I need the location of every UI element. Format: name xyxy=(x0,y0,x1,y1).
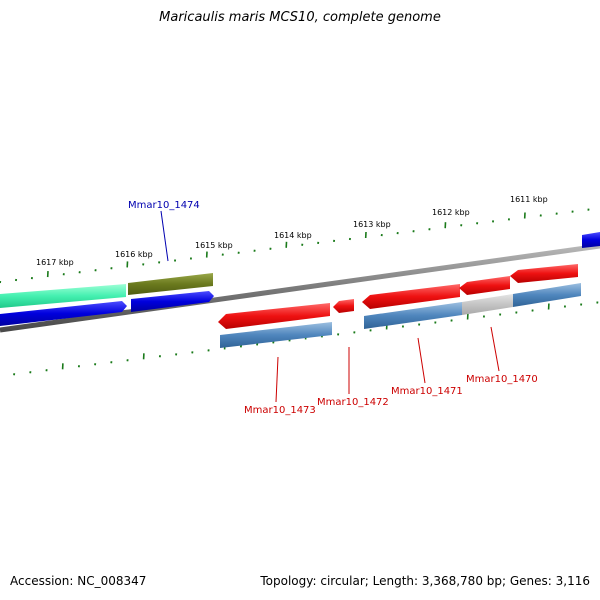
gene-cog-bar-mmar10-1471[interactable] xyxy=(364,302,462,329)
gene-cog-bar-mmar10-1470[interactable] xyxy=(462,294,513,315)
gene-cog-bar-mmar10-1473[interactable] xyxy=(220,322,332,348)
gene-arrow-mmar10-1473[interactable] xyxy=(218,303,330,329)
inner-tick-ring xyxy=(13,301,599,376)
map-title: Maricaulis maris MCS10, complete genome xyxy=(159,10,441,25)
gene-labels: Mmar10_1474 Mmar10_1473 Mmar10_1472 Mmar… xyxy=(128,200,538,416)
leader-mmar10-1471 xyxy=(417,337,426,384)
tick-label-1617: 1617 kbp xyxy=(36,258,74,267)
gene-arrow-right[interactable] xyxy=(510,264,578,283)
gene-arrow-mmar10-1471[interactable] xyxy=(362,284,460,309)
genome-backbone xyxy=(0,243,600,333)
genome-summary-text: Topology: circular; Length: 3,368,780 bp… xyxy=(260,574,590,588)
gene-cog-bar[interactable] xyxy=(0,284,126,308)
tick-label-1615: 1615 kbp xyxy=(195,241,233,250)
gene-label-leaders xyxy=(160,210,500,403)
tick-label-1614: 1614 kbp xyxy=(274,231,312,240)
tick-label-1616: 1616 kbp xyxy=(115,250,153,259)
forward-strand-genes xyxy=(0,232,600,326)
gene-arrow-mmar10-1470[interactable] xyxy=(459,276,510,295)
gene-arrow-mmar10-1472[interactable] xyxy=(333,299,354,313)
leader-mmar10-1470 xyxy=(490,326,500,372)
gene-label-mmar10-1472[interactable]: Mmar10_1472 xyxy=(317,397,389,408)
accession-text: Accession: NC_008347 xyxy=(10,574,147,588)
outer-tick-ring xyxy=(0,208,590,284)
leader-mmar10-1474 xyxy=(160,210,169,262)
gene-arrow[interactable] xyxy=(0,301,127,326)
reverse-strand-genes xyxy=(218,264,581,348)
gene-label-mmar10-1471[interactable]: Mmar10_1471 xyxy=(391,386,463,397)
gene-arrow-mmar10-1474[interactable] xyxy=(131,291,214,312)
gene-cog-bar-right[interactable] xyxy=(513,283,581,307)
gene-cog-bar-mmar10-1474[interactable] xyxy=(128,273,213,295)
tick-labels: 1617 kbp 1616 kbp 1615 kbp 1614 kbp 1613… xyxy=(36,195,548,267)
gene-arrow-edge[interactable] xyxy=(582,232,600,248)
gene-label-mmar10-1474[interactable]: Mmar10_1474 xyxy=(128,200,200,211)
gene-label-mmar10-1473[interactable]: Mmar10_1473 xyxy=(244,405,316,416)
tick-label-1612: 1612 kbp xyxy=(432,208,470,217)
tick-label-1611: 1611 kbp xyxy=(510,195,548,204)
gene-label-mmar10-1470[interactable]: Mmar10_1470 xyxy=(466,374,538,385)
leader-mmar10-1473 xyxy=(275,356,279,403)
tick-label-1613: 1613 kbp xyxy=(353,220,391,229)
